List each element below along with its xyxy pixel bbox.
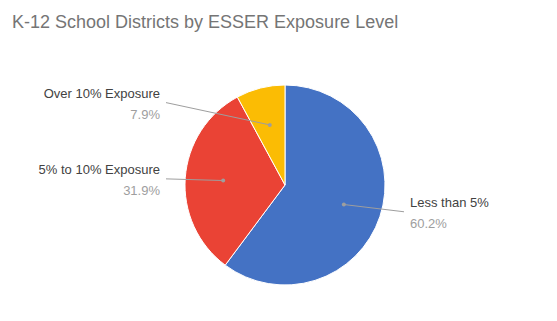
leader-dot: [342, 203, 346, 207]
leader-line: [166, 103, 270, 125]
slice-label: Over 10% Exposure: [44, 86, 160, 101]
pie-slice: [237, 85, 285, 185]
pie-labels: Less than 5% 60.2% 5% to 10% Exposure 31.9%…: [39, 86, 490, 231]
slice-value-label: 60.2%: [410, 216, 447, 231]
slice-value-label: 7.9%: [130, 107, 160, 122]
pie-slices: [185, 85, 385, 285]
slice-label: Less than 5%: [410, 195, 489, 210]
slice-value-label: 31.9%: [123, 183, 160, 198]
chart-title: K-12 School Districts by ESSER Exposure …: [12, 12, 398, 32]
leader-line: [166, 179, 223, 181]
slice-label: 5% to 10% Exposure: [39, 162, 160, 177]
leader-dot: [268, 123, 272, 127]
chart-container: K-12 School Districts by ESSER Exposure …: [0, 0, 557, 321]
chart-svg: K-12 School Districts by ESSER Exposure …: [0, 0, 557, 321]
leader-dot: [221, 179, 225, 183]
leader-line: [344, 205, 404, 212]
